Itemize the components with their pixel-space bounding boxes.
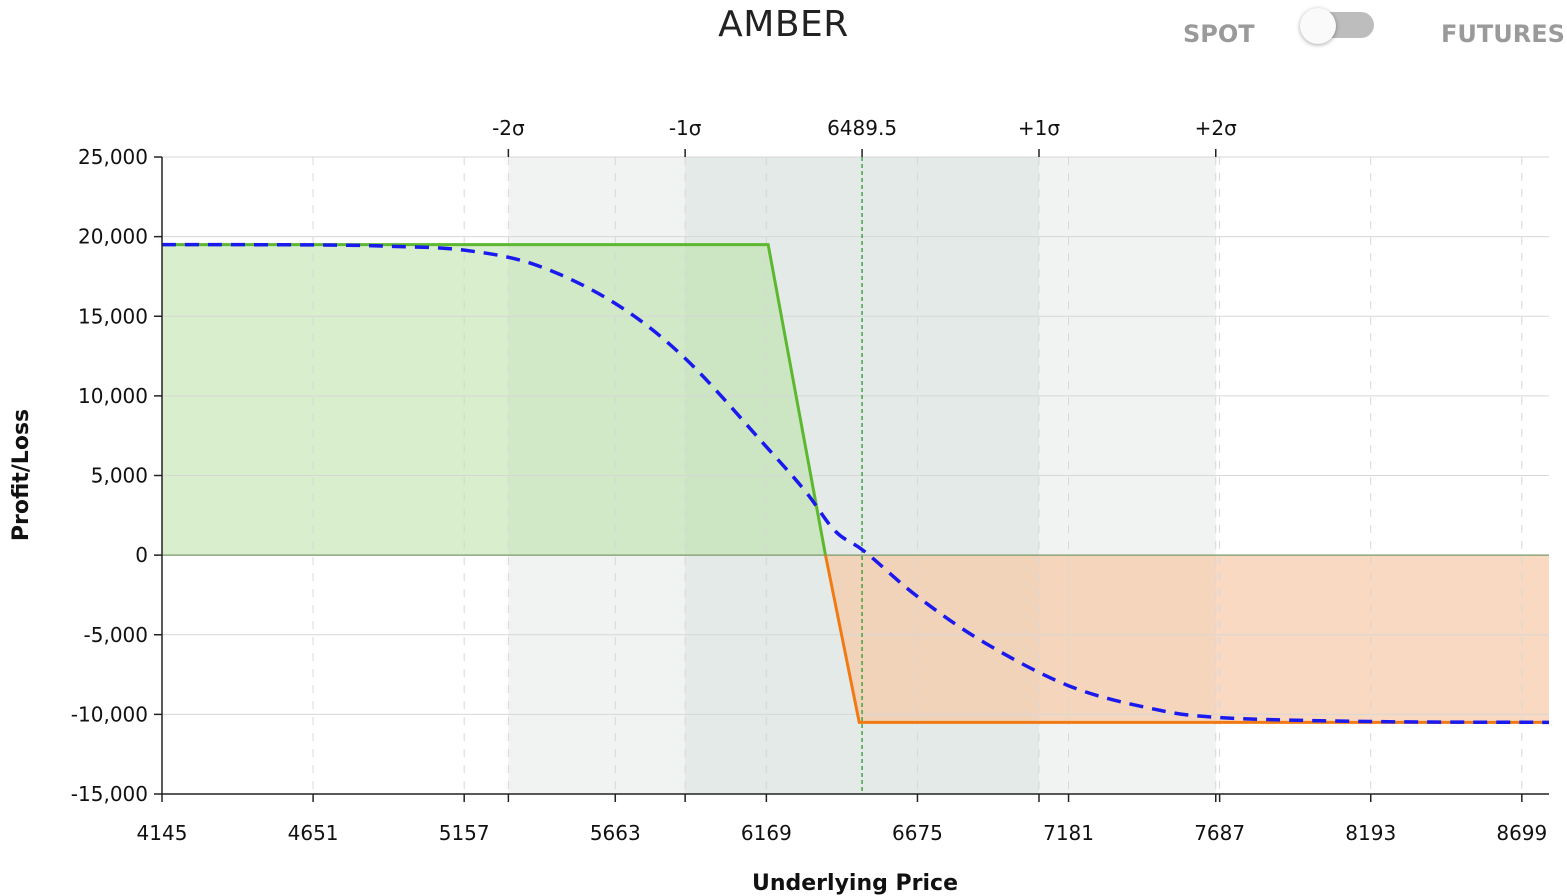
profit-area: [162, 244, 826, 556]
top-tick-label-0: -2σ: [492, 116, 525, 140]
page-title: AMBER: [718, 4, 849, 45]
switch-thumb[interactable]: [1300, 8, 1336, 44]
x-tick-label-1: 4651: [288, 821, 339, 845]
payoff-line-profit: [162, 243, 827, 556]
theoretical-pl-curve: [161, 242, 1550, 725]
x-tick-label-2: 5157: [439, 821, 490, 845]
y-axis-label: Profit/Loss: [9, 409, 34, 541]
x-tick-label-7: 7687: [1194, 821, 1245, 845]
x-tick-label-0: 4145: [137, 821, 188, 845]
x-tick-label-5: 6675: [892, 821, 943, 845]
y-tick-label-2: 15,000: [78, 304, 148, 328]
loss-area: [825, 555, 1549, 723]
axes: 25,000 20,000 15,000 10,000 5,000 0 -5,000 -10,…: [71, 145, 1549, 845]
y-tick-label-4: 5,000: [91, 464, 148, 488]
y-tick-label-0: 25,000: [78, 145, 148, 169]
y-tick-label-6: -5,000: [84, 623, 148, 647]
top-tick-label-4: +2σ: [1195, 116, 1237, 140]
sigma-axis: -2σ -1σ 6489.5 +1σ +2σ: [492, 116, 1237, 157]
payoff-fills: [162, 244, 1549, 723]
x-tick-label-4: 6169: [741, 821, 792, 845]
y-tick-label-8: -15,000: [71, 782, 148, 806]
x-tick-label-8: 8193: [1345, 821, 1396, 845]
payoff-series: [161, 242, 1550, 725]
top-tick-label-3: +1σ: [1018, 116, 1060, 140]
x-tick-label-3: 5663: [590, 821, 641, 845]
y-tick-label-7: -10,000: [71, 702, 148, 726]
x-tick-label-9: 8699: [1496, 821, 1547, 845]
top-tick-label-2: 6489.5: [827, 116, 897, 140]
spot-futures-switch[interactable]: [1300, 8, 1376, 44]
x-tick-label-6: 7181: [1043, 821, 1094, 845]
x-axis-label: Underlying Price: [752, 871, 958, 896]
futures-label[interactable]: FUTURES: [1441, 20, 1565, 48]
y-tick-label-1: 20,000: [78, 225, 148, 249]
top-tick-label-1: -1σ: [669, 116, 702, 140]
y-tick-label-3: 10,000: [78, 384, 148, 408]
y-tick-label-5: 0: [135, 543, 148, 567]
zero-line-group: [162, 157, 1549, 794]
spot-label[interactable]: SPOT: [1183, 20, 1255, 48]
